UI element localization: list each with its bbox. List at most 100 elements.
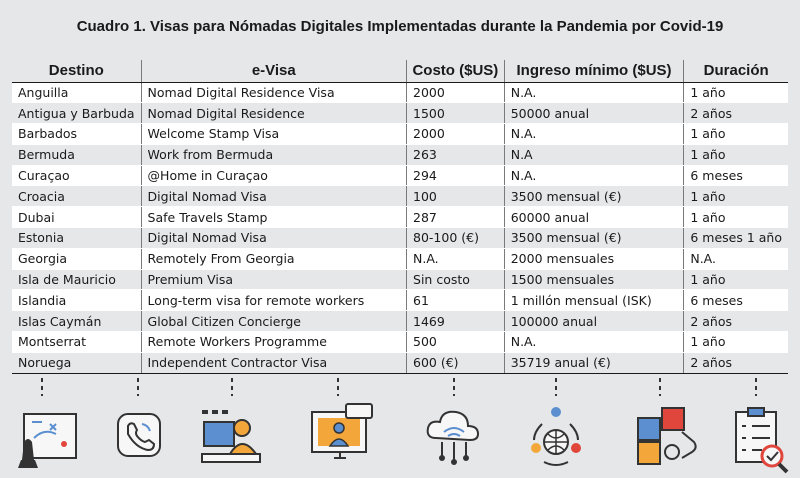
cell-duracion: 1 año bbox=[683, 123, 788, 145]
table-row: Anguilla Nomad Digital Residence Visa 2000… bbox=[12, 81, 788, 104]
cell-duracion: 1 año bbox=[683, 185, 788, 208]
cell-costo: 2000 bbox=[406, 123, 505, 145]
cloud-network-icon bbox=[422, 372, 486, 478]
cell-destino: Islandia bbox=[12, 289, 142, 312]
column-header-destino: Destino bbox=[12, 60, 142, 83]
column-header-duracion: Duración bbox=[683, 60, 788, 83]
remote-work-desk-icon bbox=[196, 372, 261, 478]
puzzle-collaboration-icon bbox=[632, 372, 697, 478]
cell-ingreso-minimo: 1 millón mensual (ISK) bbox=[503, 289, 684, 312]
cell-costo: 80-100 (€) bbox=[406, 227, 505, 249]
cell-e-visa: Independent Contractor Visa bbox=[140, 352, 407, 374]
table-row: Dubai Safe Travels Stamp 287 60000 anual 1 a… bbox=[12, 206, 788, 229]
cell-costo: 1469 bbox=[406, 310, 505, 333]
cell-duracion: N.A. bbox=[683, 248, 788, 270]
cell-costo: 500 bbox=[406, 331, 505, 353]
cell-costo: Sin costo bbox=[406, 269, 505, 291]
cell-ingreso-minimo: 50000 anual bbox=[503, 102, 684, 125]
table-row: Antigua y Barbuda Nomad Digital Residence… bbox=[12, 102, 788, 125]
video-conference-icon bbox=[308, 372, 373, 478]
cell-e-visa: Nomad Digital Residence Visa bbox=[140, 81, 407, 104]
checklist-icon bbox=[728, 372, 792, 478]
cell-destino: Isla de Mauricio bbox=[12, 269, 142, 291]
cell-destino: Barbados bbox=[12, 123, 142, 145]
cell-destino: Dubai bbox=[12, 206, 142, 229]
table-row: Islas Caymán Global Citizen Concierge 1469… bbox=[12, 310, 788, 333]
cell-destino: Montserrat bbox=[12, 331, 142, 353]
cell-destino: Noruega bbox=[12, 352, 142, 374]
cell-e-visa: Global Citizen Concierge bbox=[140, 310, 407, 333]
cell-costo: 263 bbox=[406, 144, 505, 166]
cell-e-visa: Remotely From Georgia bbox=[140, 248, 407, 270]
table-body: Anguilla Nomad Digital Residence Visa 2000… bbox=[12, 81, 788, 374]
cell-e-visa: Nomad Digital Residence bbox=[140, 102, 407, 125]
table-row: Georgia Remotely From Georgia N.A. 2000 men… bbox=[12, 248, 788, 270]
table-row: Isla de Mauricio Premium Visa Sin costo 150… bbox=[12, 269, 788, 291]
cell-ingreso-minimo: 2000 mensuales bbox=[503, 248, 684, 270]
cell-ingreso-minimo: N.A. bbox=[503, 81, 684, 104]
cell-ingreso-minimo: 3500 mensual (€) bbox=[503, 227, 684, 249]
icon-strip bbox=[0, 372, 800, 478]
cell-duracion: 1 año bbox=[683, 269, 788, 291]
cell-duracion: 6 meses bbox=[683, 289, 788, 312]
cell-ingreso-minimo: 1500 mensuales bbox=[503, 269, 684, 291]
cell-e-visa: Premium Visa bbox=[140, 269, 407, 291]
cell-ingreso-minimo: 3500 mensual (€) bbox=[503, 185, 684, 208]
cell-ingreso-minimo: N.A. bbox=[503, 165, 684, 187]
cell-costo: N.A. bbox=[406, 248, 505, 270]
cell-destino: Antigua y Barbuda bbox=[12, 102, 142, 125]
table-row: Bermuda Work from Bermuda 263 N.A 1 año bbox=[12, 144, 788, 166]
cell-e-visa: Safe Travels Stamp bbox=[140, 206, 407, 229]
cell-duracion: 2 años bbox=[683, 310, 788, 333]
table-row: Curaçao @Home in Curaçao 294 N.A. 6 meses bbox=[12, 165, 788, 187]
column-header-costo: Costo ($US) bbox=[406, 60, 505, 83]
cell-ingreso-minimo: 100000 anual bbox=[503, 310, 684, 333]
column-header-ingreso-minimo: Ingreso mínimo ($US) bbox=[503, 60, 684, 83]
cell-e-visa: Remote Workers Programme bbox=[140, 331, 407, 353]
cell-e-visa: Digital Nomad Visa bbox=[140, 185, 407, 208]
phone-call-icon bbox=[112, 372, 176, 478]
table-row: Barbados Welcome Stamp Visa 2000 N.A. 1 año bbox=[12, 123, 788, 145]
cell-e-visa: Work from Bermuda bbox=[140, 144, 407, 166]
cell-costo: 287 bbox=[406, 206, 505, 229]
table-header-row: Destino e-Visa Costo ($US) Ingreso mínimo (… bbox=[12, 60, 788, 83]
cell-e-visa: Long-term visa for remote workers bbox=[140, 289, 407, 312]
cell-e-visa: Digital Nomad Visa bbox=[140, 227, 407, 249]
cell-duracion: 6 meses 1 año bbox=[683, 227, 788, 249]
page-title: Cuadro 1. Visas para Nómadas Digitales I… bbox=[76, 18, 724, 35]
cell-duracion: 1 año bbox=[683, 81, 788, 104]
visa-table: Destino e-Visa Costo ($US) Ingreso mínimo (… bbox=[12, 60, 788, 374]
table-row: Croacia Digital Nomad Visa 100 3500 mensual… bbox=[12, 185, 788, 208]
cell-ingreso-minimo: 35719 anual (€) bbox=[503, 352, 684, 374]
table-row: Islandia Long-term visa for remote worker… bbox=[12, 289, 788, 312]
cell-destino: Croacia bbox=[12, 185, 142, 208]
cell-ingreso-minimo: N.A. bbox=[503, 123, 684, 145]
cell-costo: 2000 bbox=[406, 81, 505, 104]
column-header-e-visa: e-Visa bbox=[140, 60, 407, 83]
cell-duracion: 6 meses bbox=[683, 165, 788, 187]
cell-e-visa: @Home in Curaçao bbox=[140, 165, 407, 187]
cell-duracion: 1 año bbox=[683, 144, 788, 166]
cell-destino: Anguilla bbox=[12, 81, 142, 104]
cell-ingreso-minimo: N.A bbox=[503, 144, 684, 166]
global-team-icon bbox=[522, 372, 586, 478]
cell-costo: 1500 bbox=[406, 102, 505, 125]
table-row: Noruega Independent Contractor Visa 600 (€… bbox=[12, 352, 788, 374]
cell-costo: 600 (€) bbox=[406, 352, 505, 374]
cell-costo: 100 bbox=[406, 185, 505, 208]
cell-ingreso-minimo: 60000 anual bbox=[503, 206, 684, 229]
cell-destino: Estonia bbox=[12, 227, 142, 249]
cell-destino: Islas Caymán bbox=[12, 310, 142, 333]
cell-destino: Georgia bbox=[12, 248, 142, 270]
cell-destino: Bermuda bbox=[12, 144, 142, 166]
cell-costo: 294 bbox=[406, 165, 505, 187]
cell-costo: 61 bbox=[406, 289, 505, 312]
cell-e-visa: Welcome Stamp Visa bbox=[140, 123, 407, 145]
cell-ingreso-minimo: N.A. bbox=[503, 331, 684, 353]
table-row: Estonia Digital Nomad Visa 80-100 (€) 3500 … bbox=[12, 227, 788, 249]
strategy-board-icon bbox=[10, 372, 77, 478]
cell-duracion: 1 año bbox=[683, 331, 788, 353]
table-row: Montserrat Remote Workers Programme 500 N.A… bbox=[12, 331, 788, 353]
cell-destino: Curaçao bbox=[12, 165, 142, 187]
cell-duracion: 2 años bbox=[683, 352, 788, 374]
